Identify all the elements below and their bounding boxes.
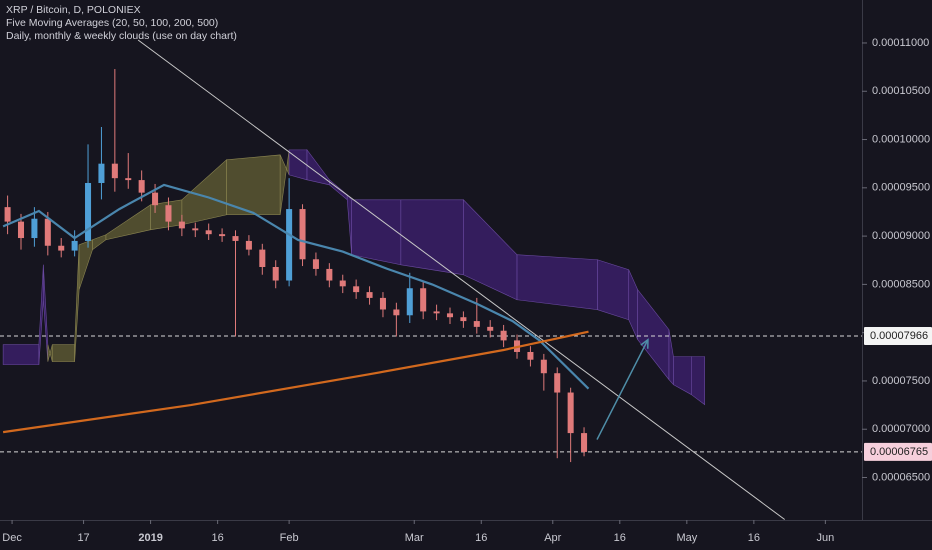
x-tick-label: Feb (280, 532, 299, 544)
cloud-segment (690, 356, 706, 406)
candle-body (219, 234, 226, 237)
candle-body (31, 218, 38, 239)
y-tick-label: 0.00008500 (872, 278, 930, 290)
x-tick-label: Dec (2, 532, 22, 544)
y-tick-label: 0.00010000 (872, 133, 930, 145)
candle-body (192, 228, 199, 231)
cloud-segment (516, 254, 598, 311)
x-tick-label: 16 (211, 532, 223, 544)
candle-body (178, 221, 185, 229)
cloud-segment (597, 259, 630, 321)
y-tick-label: 0.00009500 (872, 182, 930, 194)
candle-body (44, 218, 51, 246)
candle-body (420, 288, 427, 312)
candle-body (527, 351, 534, 360)
cloud-segment (51, 344, 75, 362)
x-tick-label: 17 (77, 532, 89, 544)
indicator-label: Daily, monthly & weekly clouds (use on d… (6, 30, 237, 42)
x-tick-label: 16 (748, 532, 760, 544)
candle-body (326, 268, 333, 281)
candle-body (4, 207, 11, 222)
price-label: 0.00007966 (870, 330, 928, 342)
candle-body (125, 178, 132, 181)
candle-body (85, 182, 92, 241)
x-tick-label: 16 (475, 532, 487, 544)
y-tick-label: 0.00009000 (872, 230, 930, 242)
arrow-head (640, 338, 649, 349)
x-tick-label: 2019 (138, 532, 162, 544)
candle-body (272, 267, 279, 281)
candle-body (473, 321, 480, 327)
candle-body (353, 286, 360, 293)
plot-area (0, 39, 862, 520)
candle-body (446, 313, 454, 318)
cloud-segment (400, 199, 464, 276)
cloud-segment (351, 199, 402, 266)
candle-body (138, 180, 145, 193)
y-tick-label: 0.00011000 (872, 37, 929, 49)
candle-body (312, 259, 319, 269)
candle-body (379, 297, 386, 310)
indicator-label: Five Moving Averages (20, 50, 100, 200, … (6, 17, 218, 29)
x-tick-label: Apr (544, 532, 561, 544)
candle-body (98, 163, 105, 183)
candle-body (232, 236, 239, 241)
price-label: 0.00006765 (870, 446, 928, 458)
y-tick-label: 0.00010500 (872, 85, 930, 97)
candle-body (460, 317, 467, 322)
candle-body (286, 209, 293, 281)
candle-body (58, 245, 65, 251)
y-tick-label: 0.00007500 (872, 375, 930, 387)
price-label-box (864, 326, 932, 345)
moving-average (2, 183, 590, 390)
x-tick-label: 16 (614, 532, 626, 544)
candle-body (152, 192, 159, 206)
candle-body (366, 292, 373, 298)
candle-body (17, 221, 25, 239)
arrow (596, 339, 649, 440)
moving-average (2, 330, 589, 434)
candle-body (500, 330, 507, 341)
candle-body (581, 433, 588, 452)
x-tick-label: May (676, 532, 697, 544)
candle-body (205, 230, 212, 235)
candle-body (487, 326, 494, 331)
candle-body (393, 309, 400, 316)
y-tick-label: 0.00006500 (872, 471, 930, 483)
x-tick-label: Mar (405, 532, 424, 544)
candle-body (339, 280, 346, 287)
trendline (137, 39, 785, 520)
candle-body (111, 163, 118, 179)
candle-body (299, 209, 306, 260)
candle-body (433, 311, 440, 314)
cloud-segment (2, 344, 40, 365)
candle-body (245, 240, 252, 250)
price-label-box (864, 442, 932, 461)
candle-body (540, 359, 547, 374)
y-tick-label: 0.00007000 (872, 423, 930, 435)
x-tick-label: Jun (816, 532, 834, 544)
candle-body (554, 373, 561, 393)
chart-title: XRP / Bitcoin, D, POLONIEX (6, 4, 141, 16)
candle-body (567, 392, 574, 434)
candle-body (165, 205, 172, 222)
candle-body (259, 249, 266, 268)
candle-body (406, 288, 413, 316)
candle-body (71, 240, 78, 251)
